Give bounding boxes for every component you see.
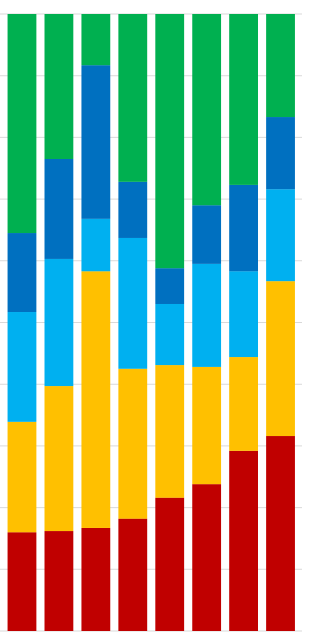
bar-segment [7,532,37,631]
bar-segment [229,357,258,451]
bar-segment [7,14,37,234]
bar-segment [266,14,295,118]
bar-segment [81,527,111,631]
bar-segment [155,303,185,366]
bar-segment [266,117,295,190]
bar-segment [44,386,74,532]
bar-segment [266,189,295,282]
bar-segment [118,181,148,238]
bar-segment [229,271,258,358]
bar-segment [44,158,74,259]
bar-segment [44,258,74,387]
bar-segment [266,436,295,631]
bar-segment [7,421,37,533]
bar-segment [81,218,111,272]
bar-segment [81,271,111,528]
bar-segment [229,184,258,272]
bar-segment [44,531,74,631]
chart [0,13,302,632]
bar-segment [81,14,111,66]
bar-segment [229,450,258,631]
bar-segment [7,312,37,422]
bar-segment [192,14,222,206]
bar-segment [192,205,222,264]
bar-segment [155,497,185,631]
bar-segment [192,263,222,367]
bar-segment [118,518,148,631]
bar-segment [266,281,295,437]
bar-segment [192,366,222,485]
bar-segment [81,65,111,219]
bar-segment [7,233,37,313]
bar-segment [118,14,148,182]
bar-segment [118,237,148,369]
bar-segment [44,14,74,159]
bar-segment [192,484,222,631]
bar-segment [155,365,185,498]
bar-segment [155,268,185,304]
bar-segment [229,14,258,185]
bar-segment [118,368,148,519]
bar-segment [155,14,185,269]
